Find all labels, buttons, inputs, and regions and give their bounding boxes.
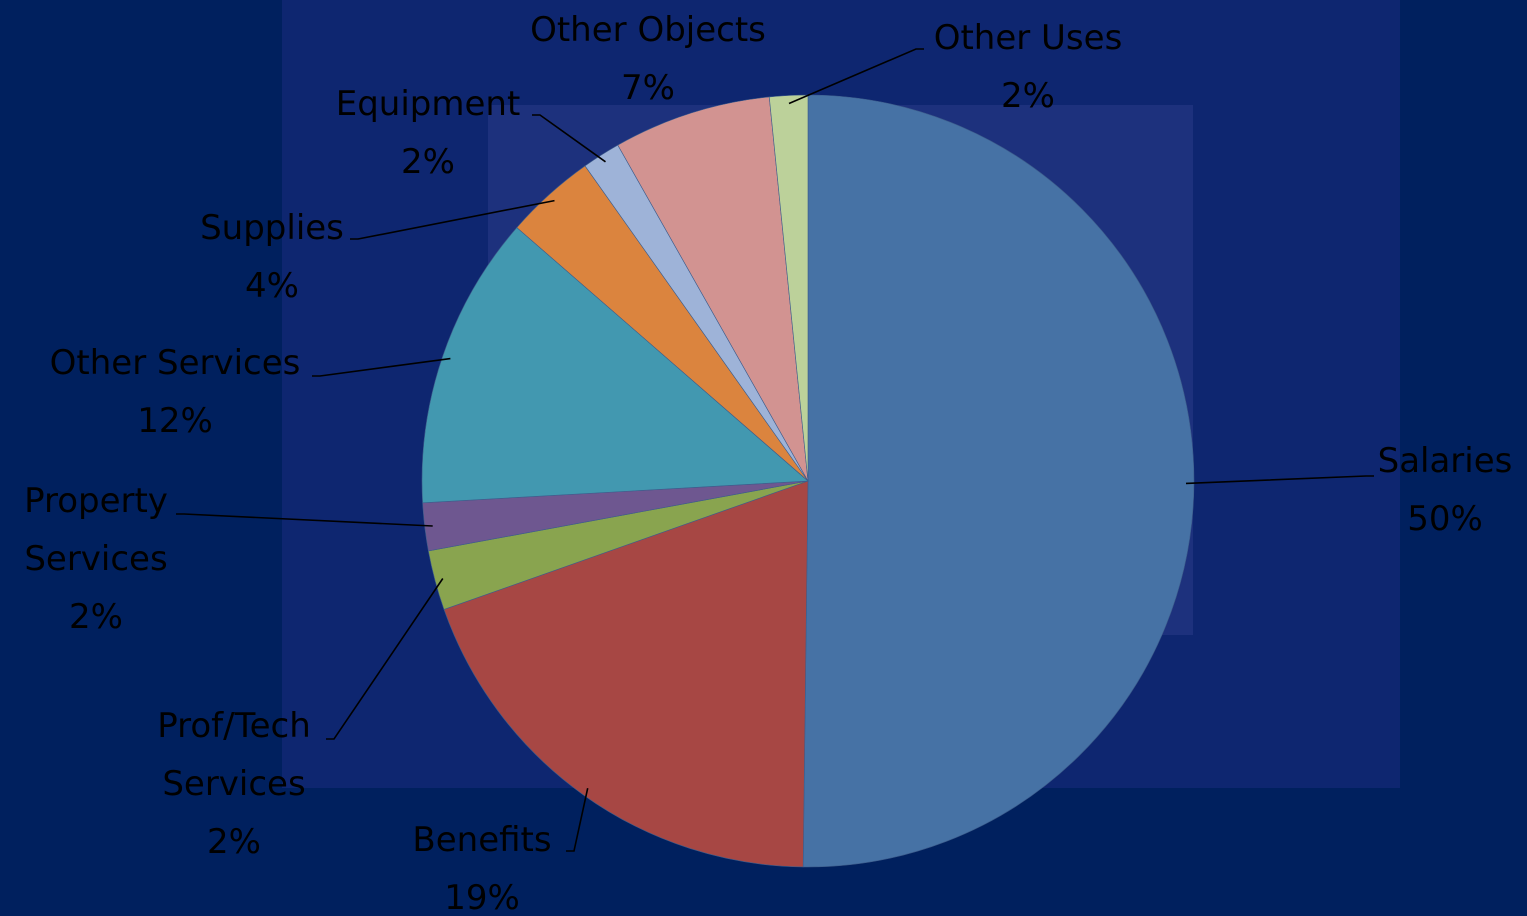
slice-category-label: Services [162,764,305,804]
slice-percent-label: 7% [621,68,675,108]
leader-line [326,578,444,740]
pie-slice-other-objects [617,96,809,482]
leader-line [312,357,451,377]
slice-category-label: Property [24,481,168,521]
slice-percent-label: 2% [1001,76,1055,116]
slice-category-label: Other Services [50,343,301,383]
slice-category-label: Supplies [200,208,344,248]
slice-percent-label: 4% [245,266,299,306]
pie-slice-other-services [421,227,809,504]
leader-line [788,48,924,105]
leader-lines [176,48,1374,852]
leader-line [1185,475,1374,485]
leader-line [350,199,555,240]
slice-category-label: Other Objects [530,10,766,50]
leader-line [176,513,433,527]
pie-slices [421,94,1195,868]
slice-percent-label: 19% [444,878,520,916]
slice-category-label: Salaries [1378,441,1513,481]
data-labels: Salaries 50% Benefits 19% Prof/Tech Services 2… [24,10,1512,916]
slice-category-label: Other Uses [934,18,1123,58]
slice-percent-label: 2% [401,142,455,182]
slice-percent-label: 50% [1407,499,1483,539]
slice-category-label: Benefits [412,820,551,860]
slice-category-label: Services [24,539,167,579]
slice-percent-label: 12% [137,401,213,441]
slice-category-label: Equipment [336,84,521,124]
leader-line [566,788,589,852]
leader-line [532,114,606,163]
slice-percent-label: 2% [207,822,261,862]
slice-category-label: Prof/Tech [157,706,311,746]
slice-percent-label: 2% [69,597,123,637]
